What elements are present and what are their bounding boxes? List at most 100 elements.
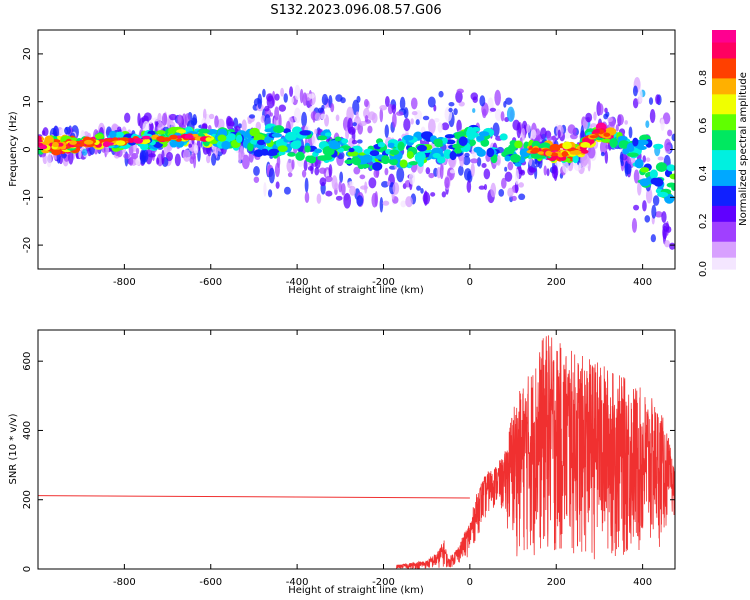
spectrogram-core-cell xyxy=(83,139,94,145)
spectrogram-cell xyxy=(604,150,609,164)
spectrogram-cell xyxy=(360,185,369,190)
colorbar-cell xyxy=(712,125,736,131)
spectrogram-cell xyxy=(400,200,407,208)
colorbar-cell xyxy=(712,33,736,39)
colorbar-cell xyxy=(712,265,736,270)
spectrogram-cell xyxy=(638,88,643,103)
spectrogram-cell xyxy=(637,181,642,196)
spectrogram-ridge-cell xyxy=(387,142,395,149)
spectrogram-cell xyxy=(161,149,165,165)
spectrogram-ridge-cell xyxy=(514,140,523,149)
colorbar-cell xyxy=(712,89,736,95)
spectrogram-cell xyxy=(483,184,488,191)
spectrogram-cell xyxy=(650,234,657,243)
spectrogram-cell xyxy=(666,226,672,233)
spectrogram-cell xyxy=(624,120,628,125)
y-tick-label: 0 xyxy=(22,146,33,152)
spectrogram-cell xyxy=(287,172,293,178)
colorbar-cell xyxy=(712,57,736,63)
spectrogram-ridge-cell xyxy=(408,161,418,166)
spectrogram-cell xyxy=(211,153,217,166)
spectrogram-cell xyxy=(500,111,505,122)
spectrogram-cell xyxy=(489,107,497,112)
spectrogram-cell xyxy=(448,107,453,113)
colorbar-cell xyxy=(712,45,736,51)
colorbar-cell xyxy=(712,69,736,75)
spectrogram-cell xyxy=(511,195,517,202)
colorbar-cell xyxy=(712,209,736,214)
spectrogram-ridge-cell xyxy=(369,150,380,157)
spectrogram-ridge-cell xyxy=(114,131,125,140)
spectrogram-cell xyxy=(316,193,322,204)
colorbar-tick-label: 0.8 xyxy=(698,70,709,86)
colorbar-cell xyxy=(712,101,736,107)
spectrogram-cell xyxy=(527,166,535,176)
spectrogram-cell xyxy=(128,156,134,166)
snr-y-ticks: 0 200 400 600 xyxy=(22,352,675,572)
spectrogram-core-cell xyxy=(102,141,111,148)
spectrogram-cell xyxy=(356,195,364,207)
spectrogram-cell xyxy=(268,167,275,184)
spectrogram-ridge-cell xyxy=(51,148,61,156)
colorbar-cell xyxy=(712,245,736,250)
spectrogram-cell xyxy=(124,112,131,123)
spectrogram-ridge-cell xyxy=(304,145,311,153)
spectrogram-cell xyxy=(301,169,307,178)
spectrogram-cell xyxy=(363,99,369,108)
spectrogram-cell xyxy=(494,109,502,122)
spectrogram-core-cell xyxy=(569,150,577,155)
spectrogram-ridge-cell xyxy=(626,142,635,153)
colorbar-cell xyxy=(712,185,736,190)
colorbar-cell xyxy=(712,229,736,234)
spectrogram-ridge-cell xyxy=(156,130,166,135)
spectrogram-cell xyxy=(644,215,651,223)
spectrogram-ridge-cell xyxy=(637,139,649,146)
spectrogram-core-cell xyxy=(545,150,552,157)
spectrogram-cell xyxy=(379,107,384,123)
colorbar-cell xyxy=(712,145,736,151)
spectrogram-ridge-cell xyxy=(415,151,426,162)
spectrogram-cell xyxy=(384,167,389,176)
spectrogram-cell xyxy=(507,161,514,171)
spectrogram-cell xyxy=(283,186,291,195)
spectrogram-ridge-cell xyxy=(458,136,468,147)
spectrogram-ridge-cell xyxy=(263,136,272,144)
spectrogram-cell xyxy=(330,102,335,113)
spectrogram-cell xyxy=(607,117,613,123)
spectrogram-cell xyxy=(526,124,531,134)
spectrogram-ridge-cell xyxy=(334,136,342,142)
x-tick-label: 200 xyxy=(547,277,566,288)
spectrogram-ridge-cell xyxy=(666,164,675,172)
spectrogram-cell xyxy=(481,163,487,168)
spectrogram-cell xyxy=(384,124,389,138)
colorbar-cell xyxy=(712,181,736,186)
y-tick-label: 600 xyxy=(22,352,33,371)
spectrogram-ridge-cell xyxy=(38,135,42,142)
spectrogram-cell xyxy=(274,162,280,178)
spectrogram-core-cell xyxy=(205,137,212,142)
spectrogram-ridge-cell xyxy=(391,158,398,166)
colorbar-cell xyxy=(712,217,736,222)
snr-x-ticks: -800 -600 -400 -200 0 200 400 xyxy=(113,330,652,588)
spectrogram-cell xyxy=(206,154,211,164)
spectrogram-cell xyxy=(441,191,447,198)
spectrogram-core-cell xyxy=(141,135,151,140)
spectrogram-cell xyxy=(428,172,435,179)
spectrogram-cell xyxy=(587,146,596,159)
spectrogram-cell xyxy=(308,93,315,99)
spectrogram-ridge-cell xyxy=(562,141,572,150)
spectrogram-ridge-cell xyxy=(406,150,414,159)
spectrogram-ridge-cell xyxy=(609,137,618,148)
spectrogram-ridge-cell xyxy=(454,147,463,154)
spectrogram-cell xyxy=(208,113,215,120)
y-tick-label: 20 xyxy=(22,48,33,61)
colorbar-cell xyxy=(712,213,736,218)
spectrogram-ridge-cell xyxy=(176,129,187,134)
spectrogram-cell xyxy=(396,167,405,183)
spectrogram-cell xyxy=(439,163,444,180)
spectrogram-cell xyxy=(518,193,526,201)
spectrogram-core-cell xyxy=(133,137,144,144)
spectrogram-cell xyxy=(459,152,465,167)
colorbar-cell xyxy=(712,169,736,174)
